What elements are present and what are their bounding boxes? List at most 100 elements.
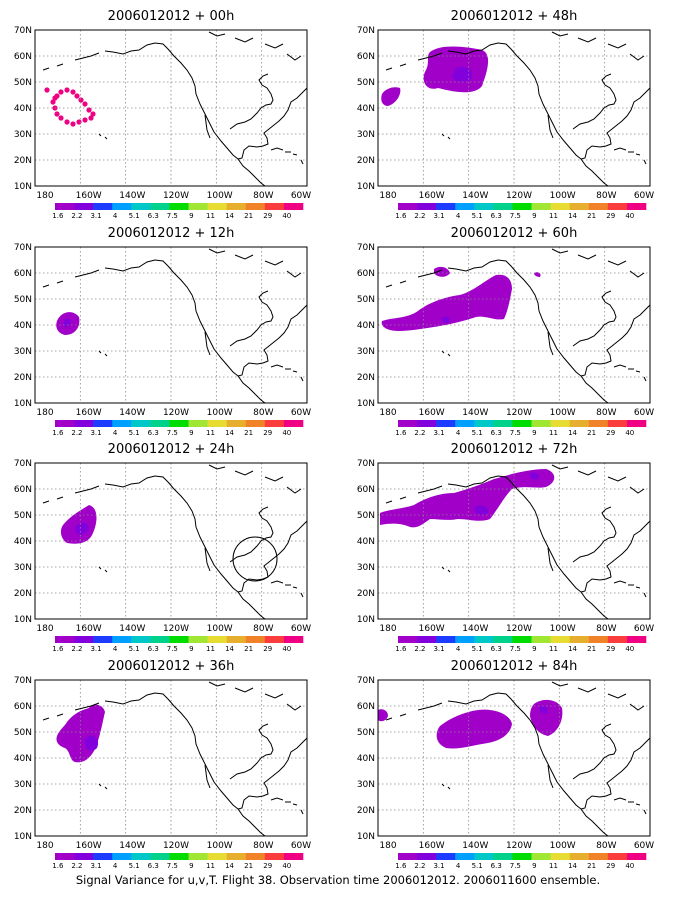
colorbar-label: 3.1 — [90, 212, 101, 220]
signal-point — [82, 101, 88, 107]
lat-tick-label: 30N — [14, 780, 32, 790]
signal-point — [70, 121, 76, 127]
colorbar-label: 5.1 — [129, 862, 140, 870]
colorbar-swatch — [169, 420, 189, 427]
lat-tick-label: 30N — [357, 780, 375, 790]
colorbar-label: 3.1 — [90, 429, 101, 437]
colorbar-label: 21 — [244, 862, 253, 870]
colorbar-swatch — [150, 420, 170, 427]
colorbar-label: 2.2 — [414, 645, 425, 653]
signal-point — [50, 99, 56, 105]
lon-tick-label: 100W — [207, 624, 233, 634]
colorbar-label: 5.1 — [129, 645, 140, 653]
lon-tick-label: 120W — [506, 191, 532, 201]
colorbar-label: 11 — [549, 429, 558, 437]
map-panel: 2006012012 + 48h 10N 20N 30N 40N 50N 60N 70N 180… — [357, 9, 654, 220]
lon-tick-label: 60W — [291, 191, 311, 201]
map-panel: 2006012012 + 72h 10N 20N 30N 40N 50N 60N 70N 180… — [357, 442, 654, 653]
colorbar-swatch — [474, 853, 494, 860]
colorbar-label: 2.2 — [414, 862, 425, 870]
map-frame — [377, 679, 651, 837]
signal-region — [452, 66, 473, 82]
colorbar-label: 7.5 — [167, 212, 178, 220]
colorbar-label: 6.3 — [148, 212, 159, 220]
colorbar-swatch — [569, 420, 590, 427]
colorbar-label: 6.3 — [491, 212, 502, 220]
colorbar-swatch — [398, 636, 418, 643]
colorbar-swatch — [626, 636, 647, 643]
lon-tick-label: 60W — [291, 841, 311, 851]
map-panel: 2006012012 + 00h 10N 20N 30N 40N 50N 60N 70N 180… — [14, 9, 311, 220]
colorbar-swatch — [607, 203, 628, 210]
colorbar-swatch — [112, 636, 132, 643]
colorbar-swatch — [417, 853, 437, 860]
colorbar-label: 40 — [625, 645, 634, 653]
lon-tick-label: 160W — [419, 841, 445, 851]
map-panel: 2006012012 + 60h 10N 20N 30N 40N 50N 60N 70N 180… — [357, 226, 654, 437]
colorbar-swatch — [512, 853, 532, 860]
colorbar-swatch — [474, 636, 494, 643]
colorbar-label: 9 — [532, 429, 536, 437]
colorbar-swatch — [131, 420, 151, 427]
colorbar-label: 9 — [189, 212, 193, 220]
colorbar-label: 3.1 — [433, 862, 444, 870]
signal-point — [58, 115, 64, 121]
colorbar-label: 6.3 — [148, 429, 159, 437]
colorbar-label: 21 — [244, 429, 253, 437]
colorbar-swatch — [207, 420, 227, 427]
colorbar-swatch — [455, 203, 475, 210]
colorbar-swatch — [283, 636, 304, 643]
colorbar-swatch — [188, 636, 208, 643]
colorbar-swatch — [188, 203, 208, 210]
lon-tick-label: 180 — [379, 408, 396, 418]
lat-tick-label: 70N — [357, 676, 375, 686]
colorbar-label: 9 — [532, 212, 536, 220]
colorbar-label: 2.2 — [71, 429, 82, 437]
colorbar-label: 4 — [113, 862, 118, 870]
colorbar-label: 6.3 — [491, 862, 502, 870]
lat-tick-label: 30N — [14, 130, 32, 140]
lon-tick-label: 120W — [163, 624, 189, 634]
colorbar-label: 9 — [189, 862, 193, 870]
colorbar-swatch — [112, 420, 132, 427]
lat-tick-label: 70N — [14, 243, 32, 253]
colorbar-label: 21 — [244, 645, 253, 653]
colorbar-label: 40 — [625, 429, 634, 437]
lon-tick-label: 160W — [76, 191, 102, 201]
coastline — [385, 464, 650, 619]
signal-point — [52, 95, 58, 101]
colorbar-swatch — [264, 203, 285, 210]
lat-tick-label: 60N — [14, 702, 32, 712]
map-panel: 2006012012 + 24h 10N 20N 30N 40N 50N 60N 70N 180… — [14, 442, 311, 653]
colorbar-label: 2.2 — [71, 862, 82, 870]
lon-tick-label: 100W — [550, 191, 576, 201]
colorbar-label: 7.5 — [510, 862, 521, 870]
colorbar-label: 7.5 — [167, 429, 178, 437]
signal-region — [539, 705, 548, 714]
colorbar-swatch — [531, 636, 551, 643]
lon-tick-label: 180 — [36, 624, 53, 634]
colorbar-label: 14 — [225, 212, 234, 220]
colorbar-swatch — [455, 853, 475, 860]
lon-tick-label: 140W — [462, 408, 488, 418]
colorbar-label: 9 — [189, 429, 193, 437]
map-frame — [34, 462, 308, 620]
lat-tick-label: 10N — [357, 399, 375, 409]
colorbar-label: 14 — [225, 862, 234, 870]
colorbar-label: 4 — [456, 645, 461, 653]
colorbar-swatch — [74, 420, 94, 427]
colorbar-label: 1.6 — [52, 862, 64, 870]
colorbar-swatch — [531, 853, 551, 860]
colorbar-swatch — [626, 853, 647, 860]
panel-title: 2006012012 + 00h — [108, 9, 235, 24]
colorbar-label: 3.1 — [433, 645, 444, 653]
colorbar-swatch — [455, 420, 475, 427]
lon-tick-label: 60W — [634, 624, 654, 634]
colorbar-label: 7.5 — [510, 212, 521, 220]
lat-tick-label: 10N — [357, 615, 375, 625]
lat-tick-label: 20N — [357, 373, 375, 383]
colorbar-swatch — [93, 636, 113, 643]
colorbar-swatch — [588, 853, 609, 860]
lon-tick-label: 60W — [634, 191, 654, 201]
signal-region — [529, 472, 540, 480]
